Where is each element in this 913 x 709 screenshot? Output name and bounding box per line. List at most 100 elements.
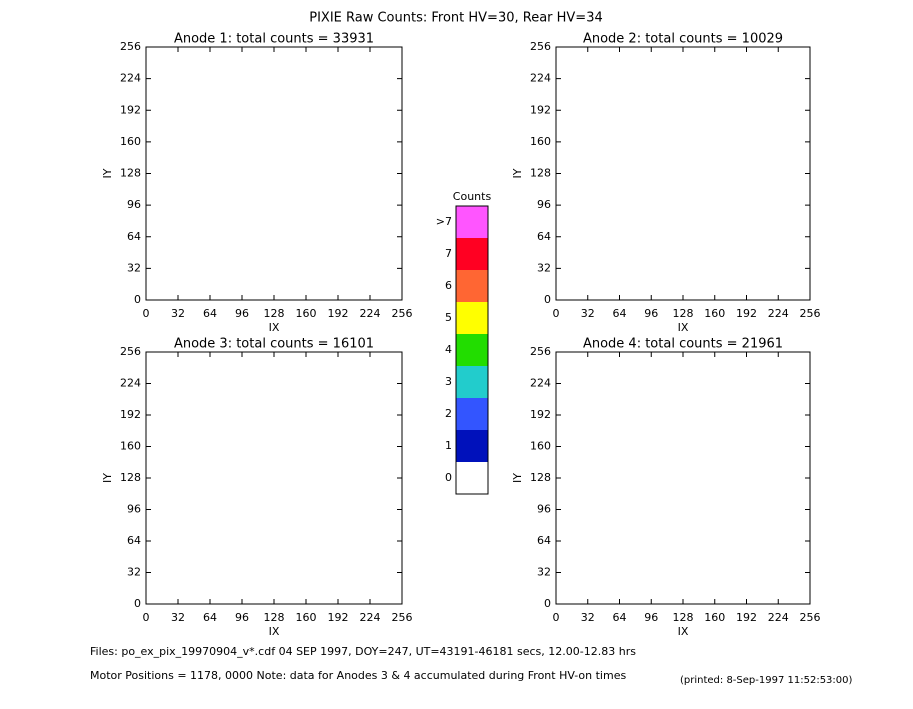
x-tick-label: 160 <box>704 307 725 320</box>
x-tick-label: 160 <box>296 611 317 624</box>
x-axis-label: IX <box>678 625 689 638</box>
y-tick-label: 128 <box>120 471 141 484</box>
x-tick-label: 128 <box>264 611 285 624</box>
y-tick-label: 192 <box>120 408 141 421</box>
colorbar-label: 1 <box>445 439 452 452</box>
colorbar-label: 7 <box>445 247 452 260</box>
y-tick-label: 64 <box>127 534 141 547</box>
y-tick-label: 64 <box>537 230 551 243</box>
panel-title: Anode 2: total counts = 10029 <box>583 32 783 47</box>
colorbar-label: 3 <box>445 375 452 388</box>
footer-printed: (printed: 8-Sep-1997 11:52:53:00) <box>680 675 853 686</box>
y-tick-label: 256 <box>530 40 551 53</box>
x-tick-label: 256 <box>800 307 821 320</box>
x-tick-label: 224 <box>768 611 789 624</box>
colorbar-swatch <box>456 334 488 366</box>
y-tick-label: 128 <box>120 167 141 180</box>
x-tick-label: 256 <box>392 611 413 624</box>
x-tick-label: 64 <box>203 611 217 624</box>
colorbar-swatch <box>456 430 488 462</box>
x-tick-label: 160 <box>296 307 317 320</box>
y-tick-label: 128 <box>530 167 551 180</box>
colorbar-label: 5 <box>445 311 452 324</box>
colorbar-swatch <box>456 206 488 238</box>
colorbar-swatch <box>456 366 488 398</box>
x-tick-label: 256 <box>392 307 413 320</box>
x-tick-label: 32 <box>171 611 185 624</box>
colorbar-label: >7 <box>436 215 452 228</box>
y-tick-label: 96 <box>537 503 551 516</box>
x-tick-label: 96 <box>235 611 249 624</box>
colorbar-title: Counts <box>453 190 492 203</box>
x-tick-label: 192 <box>328 611 349 624</box>
colorbar-swatch <box>456 238 488 270</box>
colorbar-swatch <box>456 270 488 302</box>
y-axis-label: IY <box>511 168 524 178</box>
x-tick-label: 32 <box>171 307 185 320</box>
y-tick-label: 32 <box>537 261 551 274</box>
colorbar-label: 2 <box>445 407 452 420</box>
x-tick-label: 192 <box>736 307 757 320</box>
x-axis-label: IX <box>678 321 689 334</box>
y-tick-label: 224 <box>530 377 551 390</box>
y-tick-label: 160 <box>120 135 141 148</box>
y-tick-label: 96 <box>127 503 141 516</box>
y-tick-label: 160 <box>530 440 551 453</box>
x-tick-label: 64 <box>613 611 627 624</box>
x-tick-label: 128 <box>673 307 694 320</box>
colorbar-label: 4 <box>445 343 452 356</box>
x-tick-label: 96 <box>235 307 249 320</box>
y-tick-label: 224 <box>120 72 141 85</box>
y-tick-label: 192 <box>530 103 551 116</box>
x-tick-label: 96 <box>644 307 658 320</box>
y-axis-label: IY <box>511 473 524 483</box>
x-tick-label: 0 <box>553 307 560 320</box>
colorbar-swatch <box>456 462 488 494</box>
y-tick-label: 0 <box>544 293 551 306</box>
page-title: PIXIE Raw Counts: Front HV=30, Rear HV=3… <box>309 11 603 26</box>
y-tick-label: 32 <box>127 566 141 579</box>
colorbar-label: 6 <box>445 279 452 292</box>
y-tick-label: 0 <box>134 293 141 306</box>
x-tick-label: 32 <box>581 611 595 624</box>
colorbar-swatch <box>456 398 488 430</box>
plot-frame <box>555 351 811 605</box>
x-tick-label: 64 <box>613 307 627 320</box>
plot-frame <box>145 351 403 605</box>
y-tick-label: 96 <box>537 198 551 211</box>
x-tick-label: 32 <box>581 307 595 320</box>
x-tick-label: 0 <box>143 307 150 320</box>
x-axis-label: IX <box>269 321 280 334</box>
colorbar-swatch <box>456 302 488 334</box>
y-tick-label: 32 <box>127 261 141 274</box>
y-tick-label: 96 <box>127 198 141 211</box>
colorbar-label: 0 <box>445 471 452 484</box>
plot-frame <box>555 46 811 301</box>
y-tick-label: 192 <box>530 408 551 421</box>
y-tick-label: 64 <box>537 534 551 547</box>
footer-files: Files: po_ex_pix_19970904_v*.cdf 04 SEP … <box>90 645 636 658</box>
y-tick-label: 192 <box>120 103 141 116</box>
x-tick-label: 160 <box>704 611 725 624</box>
x-tick-label: 192 <box>328 307 349 320</box>
y-tick-label: 256 <box>120 40 141 53</box>
y-axis-label: IY <box>101 473 114 483</box>
x-tick-label: 224 <box>768 307 789 320</box>
y-tick-label: 128 <box>530 471 551 484</box>
x-tick-label: 256 <box>800 611 821 624</box>
x-tick-label: 128 <box>673 611 694 624</box>
x-tick-label: 224 <box>360 307 381 320</box>
y-axis-label: IY <box>101 168 114 178</box>
panel-title: Anode 4: total counts = 21961 <box>583 337 783 352</box>
x-tick-label: 128 <box>264 307 285 320</box>
x-tick-label: 64 <box>203 307 217 320</box>
y-tick-label: 160 <box>530 135 551 148</box>
x-tick-label: 0 <box>143 611 150 624</box>
x-tick-label: 96 <box>644 611 658 624</box>
y-tick-label: 256 <box>530 345 551 358</box>
y-tick-label: 160 <box>120 440 141 453</box>
y-tick-label: 32 <box>537 566 551 579</box>
panel-title: Anode 1: total counts = 33931 <box>174 32 374 47</box>
x-tick-label: 192 <box>736 611 757 624</box>
